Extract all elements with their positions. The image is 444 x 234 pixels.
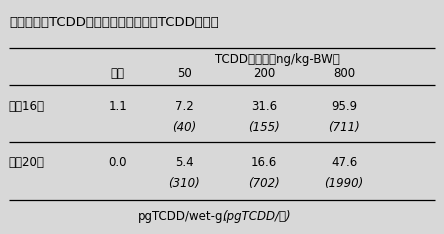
Text: 800: 800 <box>333 67 355 80</box>
Text: 妊娠20日: 妊娠20日 <box>9 156 45 169</box>
Text: 対照: 対照 <box>111 67 125 80</box>
Text: (310): (310) <box>168 177 200 190</box>
Text: 7.2: 7.2 <box>175 100 194 113</box>
Text: pgTCDD/wet-g,: pgTCDD/wet-g, <box>138 210 227 223</box>
Text: 200: 200 <box>253 67 275 80</box>
Text: 16.6: 16.6 <box>251 156 278 169</box>
Text: 95.9: 95.9 <box>331 100 357 113</box>
Text: TCDD投与量（ng/kg-BW）: TCDD投与量（ng/kg-BW） <box>215 53 340 66</box>
Text: 50: 50 <box>177 67 192 80</box>
Text: 表１　胎仔TCDD濃度と、母親からのTCDD移行量: 表１ 胎仔TCDD濃度と、母親からのTCDD移行量 <box>9 16 218 29</box>
Text: 5.4: 5.4 <box>175 156 194 169</box>
Text: 0.0: 0.0 <box>108 156 127 169</box>
Text: 47.6: 47.6 <box>331 156 357 169</box>
Text: (pgTCDD/胎): (pgTCDD/胎) <box>222 210 291 223</box>
Text: (711): (711) <box>328 121 360 134</box>
Text: (702): (702) <box>248 177 280 190</box>
Text: (1990): (1990) <box>325 177 364 190</box>
Text: 妊娠16日: 妊娠16日 <box>9 100 45 113</box>
Text: 1.1: 1.1 <box>108 100 127 113</box>
Text: (40): (40) <box>172 121 196 134</box>
Text: (155): (155) <box>248 121 280 134</box>
Text: 31.6: 31.6 <box>251 100 277 113</box>
